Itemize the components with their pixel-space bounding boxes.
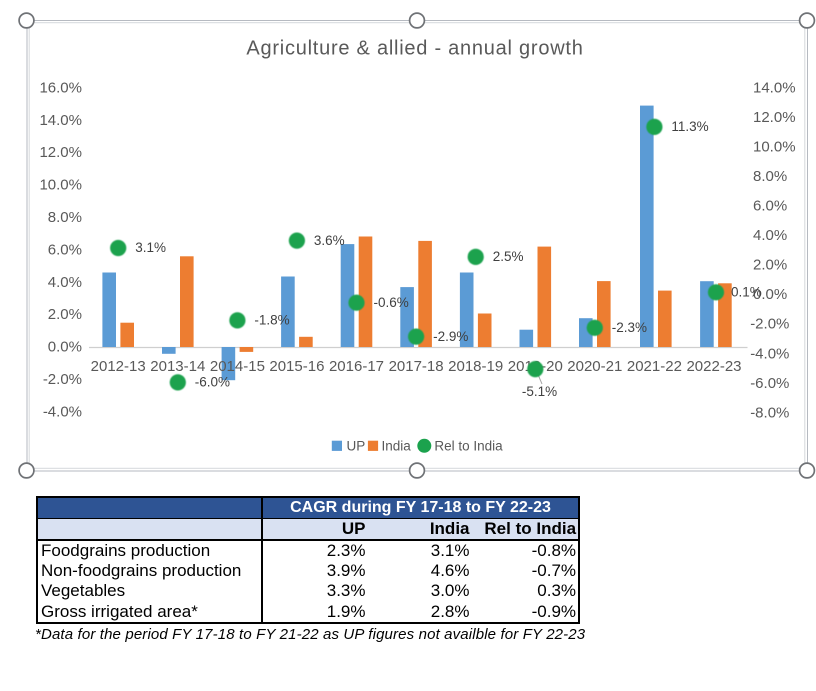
svg-text:-6.0%: -6.0% [750, 375, 789, 392]
svg-text:12.0%: 12.0% [39, 144, 82, 161]
svg-text:3.1%: 3.1% [135, 240, 166, 255]
svg-text:-2.9%: -2.9% [433, 329, 468, 344]
svg-text:11.3%: 11.3% [671, 119, 708, 134]
svg-text:2017-18: 2017-18 [389, 358, 444, 375]
svg-text:2.5%: 2.5% [493, 249, 524, 264]
svg-text:2014-15: 2014-15 [210, 358, 265, 375]
svg-text:-5.1%: -5.1% [522, 384, 557, 399]
svg-text:-4.0%: -4.0% [43, 403, 82, 420]
svg-text:4.0%: 4.0% [48, 274, 82, 291]
svg-text:-2.0%: -2.0% [750, 316, 789, 333]
svg-text:16.0%: 16.0% [39, 79, 82, 96]
svg-text:0.0%: 0.0% [753, 286, 787, 303]
svg-text:2.0%: 2.0% [48, 306, 82, 323]
svg-text:10.0%: 10.0% [753, 139, 796, 156]
svg-text:0.0%: 0.0% [48, 339, 82, 356]
svg-text:-2.3%: -2.3% [612, 320, 647, 335]
svg-text:2015-16: 2015-16 [269, 358, 324, 375]
svg-text:2.0%: 2.0% [753, 257, 787, 274]
svg-text:14.0%: 14.0% [753, 79, 796, 96]
svg-text:4.0%: 4.0% [753, 227, 787, 244]
svg-text:14.0%: 14.0% [39, 112, 82, 129]
svg-text:6.0%: 6.0% [753, 198, 787, 215]
svg-text:2022-23: 2022-23 [686, 358, 741, 375]
svg-text:India: India [382, 438, 412, 453]
svg-text:UP: UP [347, 438, 366, 453]
svg-text:-6.0%: -6.0% [195, 375, 230, 390]
svg-text:-8.0%: -8.0% [750, 404, 789, 421]
svg-text:-4.0%: -4.0% [750, 345, 789, 362]
svg-text:3.6%: 3.6% [314, 233, 345, 248]
svg-text:10.0%: 10.0% [39, 177, 82, 194]
svg-text:8.0%: 8.0% [48, 209, 82, 226]
svg-text:-0.6%: -0.6% [374, 295, 409, 310]
svg-text:2020-21: 2020-21 [567, 358, 622, 375]
svg-text:2012-13: 2012-13 [91, 358, 146, 375]
svg-text:8.0%: 8.0% [753, 168, 787, 185]
svg-text:2013-14: 2013-14 [150, 358, 205, 375]
svg-text:2018-19: 2018-19 [448, 358, 503, 375]
svg-text:Rel to India: Rel to India [434, 438, 503, 453]
svg-text:2021-22: 2021-22 [627, 358, 682, 375]
svg-text:2016-17: 2016-17 [329, 358, 384, 375]
svg-text:Agriculture & allied - annual: Agriculture & allied - annual growth [246, 38, 583, 60]
svg-text:0.1%: 0.1% [731, 285, 762, 300]
svg-text:6.0%: 6.0% [48, 241, 82, 258]
svg-text:-2.0%: -2.0% [43, 371, 82, 388]
svg-text:12.0%: 12.0% [753, 109, 796, 126]
svg-text:-1.8%: -1.8% [254, 313, 289, 328]
